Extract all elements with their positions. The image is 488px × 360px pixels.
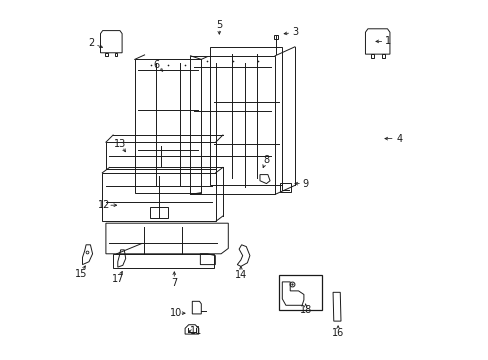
Text: 18: 18: [299, 305, 311, 315]
Text: 12: 12: [98, 200, 110, 210]
Text: 15: 15: [74, 269, 87, 279]
Text: 7: 7: [171, 278, 177, 288]
Text: 6: 6: [153, 60, 159, 70]
Text: 10: 10: [170, 308, 182, 318]
Text: 3: 3: [291, 27, 297, 37]
Bar: [278, 275, 321, 310]
Bar: [273, 35, 278, 39]
Text: 11: 11: [189, 326, 202, 336]
Text: 13: 13: [114, 139, 126, 149]
Text: 5: 5: [216, 20, 222, 30]
Text: 17: 17: [112, 274, 124, 284]
Text: 14: 14: [234, 270, 246, 280]
Text: 8: 8: [263, 155, 268, 165]
Text: 1: 1: [385, 36, 391, 46]
Text: 16: 16: [331, 328, 344, 338]
Bar: [279, 183, 290, 192]
Text: 2: 2: [88, 38, 95, 48]
Text: 4: 4: [395, 134, 402, 144]
Text: 9: 9: [302, 179, 308, 189]
